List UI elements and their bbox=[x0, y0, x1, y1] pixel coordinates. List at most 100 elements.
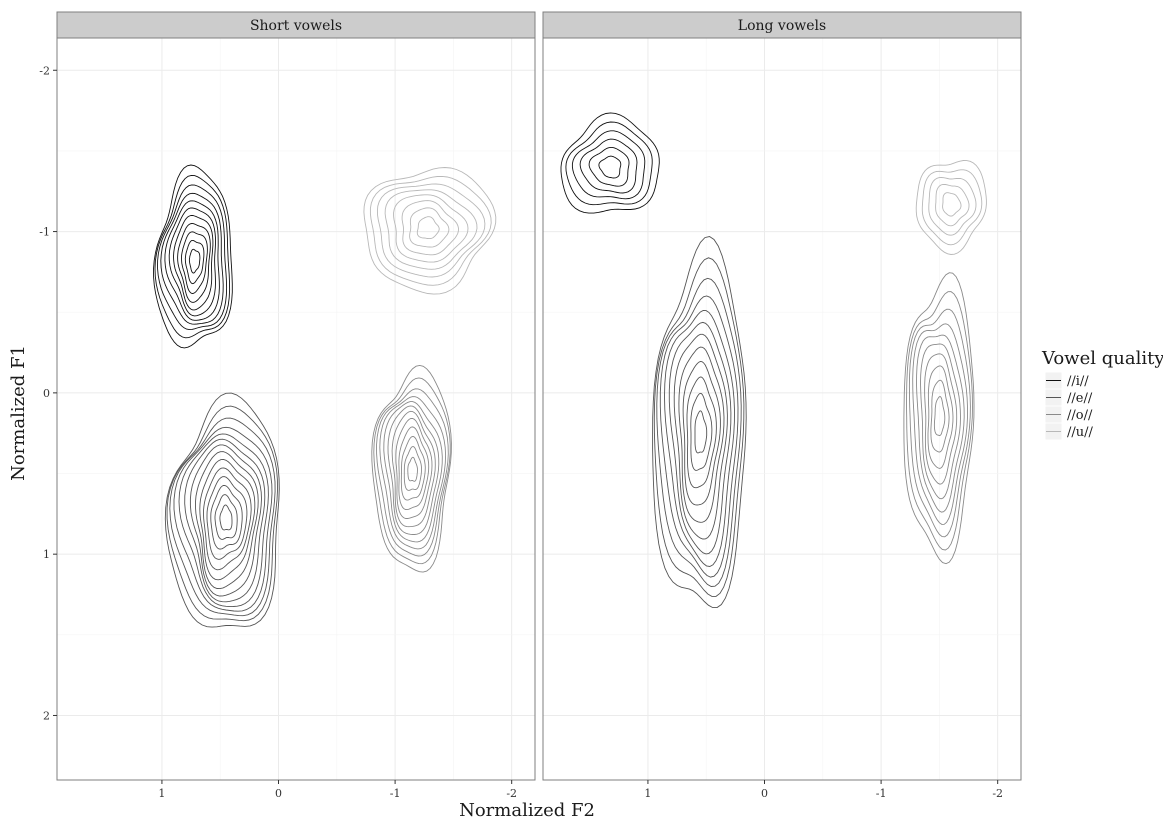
contour-series bbox=[164, 392, 280, 628]
contour-line bbox=[219, 504, 233, 531]
contour-line bbox=[930, 379, 950, 453]
contour-line bbox=[933, 396, 946, 436]
contour-line bbox=[694, 410, 708, 454]
gridlines bbox=[57, 38, 535, 780]
contour-series bbox=[560, 112, 660, 214]
legend-label: //e// bbox=[1067, 391, 1093, 406]
contour-line bbox=[560, 112, 660, 214]
contour-series bbox=[652, 236, 747, 609]
x-tick-label: -1 bbox=[876, 787, 887, 800]
facet-panels: Short vowels 1 0 -1 -2 -2 -1 0 1 2 Long vowels 1 0 -1… bbox=[39, 11, 1022, 800]
contour-line bbox=[160, 192, 224, 325]
plot-background bbox=[543, 38, 1021, 780]
contour-series bbox=[903, 272, 975, 565]
contour-line bbox=[912, 323, 968, 525]
contour-line bbox=[690, 392, 713, 471]
gridlines bbox=[543, 38, 1021, 780]
contour-line bbox=[168, 207, 216, 317]
contour-line bbox=[653, 257, 745, 597]
legend-title: Vowel quality bbox=[1041, 348, 1163, 369]
contour-line bbox=[164, 392, 280, 628]
x-tick-label: -2 bbox=[506, 787, 517, 800]
contour-line bbox=[664, 310, 735, 567]
contour-line bbox=[371, 364, 452, 573]
y-tick-label: 0 bbox=[43, 387, 50, 400]
x-axis-ticks: 1 0 -1 -2 bbox=[158, 780, 517, 800]
contour-line bbox=[398, 426, 430, 511]
y-tick-label: -2 bbox=[39, 64, 50, 77]
contour-line bbox=[403, 446, 422, 491]
legend-item: //u// bbox=[1044, 422, 1094, 441]
contour-line bbox=[668, 321, 732, 555]
contour-line bbox=[924, 353, 958, 485]
contour-line bbox=[598, 155, 622, 179]
contour-line bbox=[565, 121, 653, 206]
contour-line bbox=[579, 138, 638, 194]
contour-line bbox=[682, 361, 721, 506]
contour-line bbox=[906, 291, 973, 551]
contour-series bbox=[363, 167, 497, 295]
x-axis-title: Normalized F2 bbox=[459, 800, 595, 821]
contour-line bbox=[195, 451, 259, 590]
contour-line bbox=[376, 183, 486, 278]
contour-line bbox=[384, 189, 478, 270]
contour-line bbox=[588, 146, 630, 187]
legend-label: //o// bbox=[1067, 408, 1093, 423]
contour-line bbox=[173, 215, 214, 311]
contour-line bbox=[908, 308, 971, 538]
contour-line bbox=[373, 377, 451, 565]
contour-line bbox=[177, 223, 211, 303]
contour-line bbox=[903, 272, 975, 565]
contour-line bbox=[400, 436, 426, 501]
contour-line bbox=[178, 433, 269, 608]
contour-line bbox=[915, 160, 987, 255]
contour-line bbox=[379, 396, 447, 550]
facet-title: Short vowels bbox=[250, 18, 342, 34]
contour-line bbox=[206, 476, 248, 560]
contours bbox=[153, 164, 497, 628]
x-tick-label: 0 bbox=[275, 787, 282, 800]
contour-line bbox=[363, 167, 497, 295]
panel-2: Long vowels 1 0 -1 -2 bbox=[542, 11, 1022, 800]
contour-line bbox=[920, 343, 961, 500]
contour-line bbox=[916, 334, 965, 513]
legend-label: //u// bbox=[1067, 425, 1094, 440]
contour-line bbox=[173, 426, 273, 612]
y-tick-label: 2 bbox=[43, 709, 50, 722]
contour-line bbox=[376, 388, 449, 557]
contour-line bbox=[181, 231, 208, 294]
contour-line bbox=[164, 200, 220, 321]
legend-items: //i// //e// //o// //u// bbox=[1044, 371, 1094, 441]
contour-line bbox=[935, 183, 970, 227]
facet-strip bbox=[542, 11, 1022, 39]
contour-line bbox=[678, 346, 725, 523]
contour-line bbox=[393, 194, 469, 263]
contour-line bbox=[387, 405, 440, 535]
contour-line bbox=[184, 438, 266, 603]
plot-background bbox=[57, 38, 535, 780]
contour-line bbox=[154, 174, 231, 339]
panel-border bbox=[56, 37, 536, 781]
contour-line bbox=[407, 456, 418, 482]
facet-strip bbox=[56, 11, 536, 39]
contour-line bbox=[921, 169, 983, 246]
panel-border bbox=[542, 37, 1022, 781]
contour-line bbox=[652, 236, 747, 609]
contour-line bbox=[157, 184, 228, 331]
contour-line bbox=[369, 175, 492, 286]
contour-line bbox=[189, 444, 262, 597]
contour-line bbox=[686, 376, 717, 489]
contour-line bbox=[214, 494, 238, 540]
y-axis-title: Normalized F1 bbox=[8, 345, 29, 481]
legend-item: //e// bbox=[1044, 388, 1093, 407]
x-tick-label: 0 bbox=[761, 787, 768, 800]
panel-1: Short vowels 1 0 -1 -2 -2 -1 0 1 2 bbox=[39, 11, 536, 800]
contour-line bbox=[673, 333, 728, 540]
contour-line bbox=[169, 417, 276, 617]
contour-line bbox=[659, 295, 739, 578]
contour-line bbox=[203, 467, 252, 571]
y-tick-label: -1 bbox=[39, 226, 50, 239]
legend-item: //o// bbox=[1044, 405, 1093, 424]
contour-line bbox=[927, 365, 954, 469]
